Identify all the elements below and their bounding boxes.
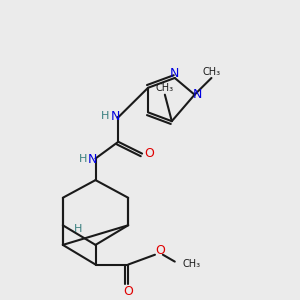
Text: H: H: [78, 154, 87, 164]
Text: H: H: [101, 111, 110, 121]
Text: H: H: [74, 224, 82, 234]
Text: CH₃: CH₃: [202, 67, 220, 77]
Text: CH₃: CH₃: [156, 83, 174, 93]
Text: O: O: [155, 244, 165, 257]
Text: CH₃: CH₃: [183, 259, 201, 269]
Text: N: N: [170, 67, 179, 80]
Text: N: N: [193, 88, 202, 101]
Text: O: O: [123, 285, 133, 298]
Text: O: O: [144, 147, 154, 160]
Text: N: N: [88, 153, 97, 166]
Text: N: N: [111, 110, 120, 123]
